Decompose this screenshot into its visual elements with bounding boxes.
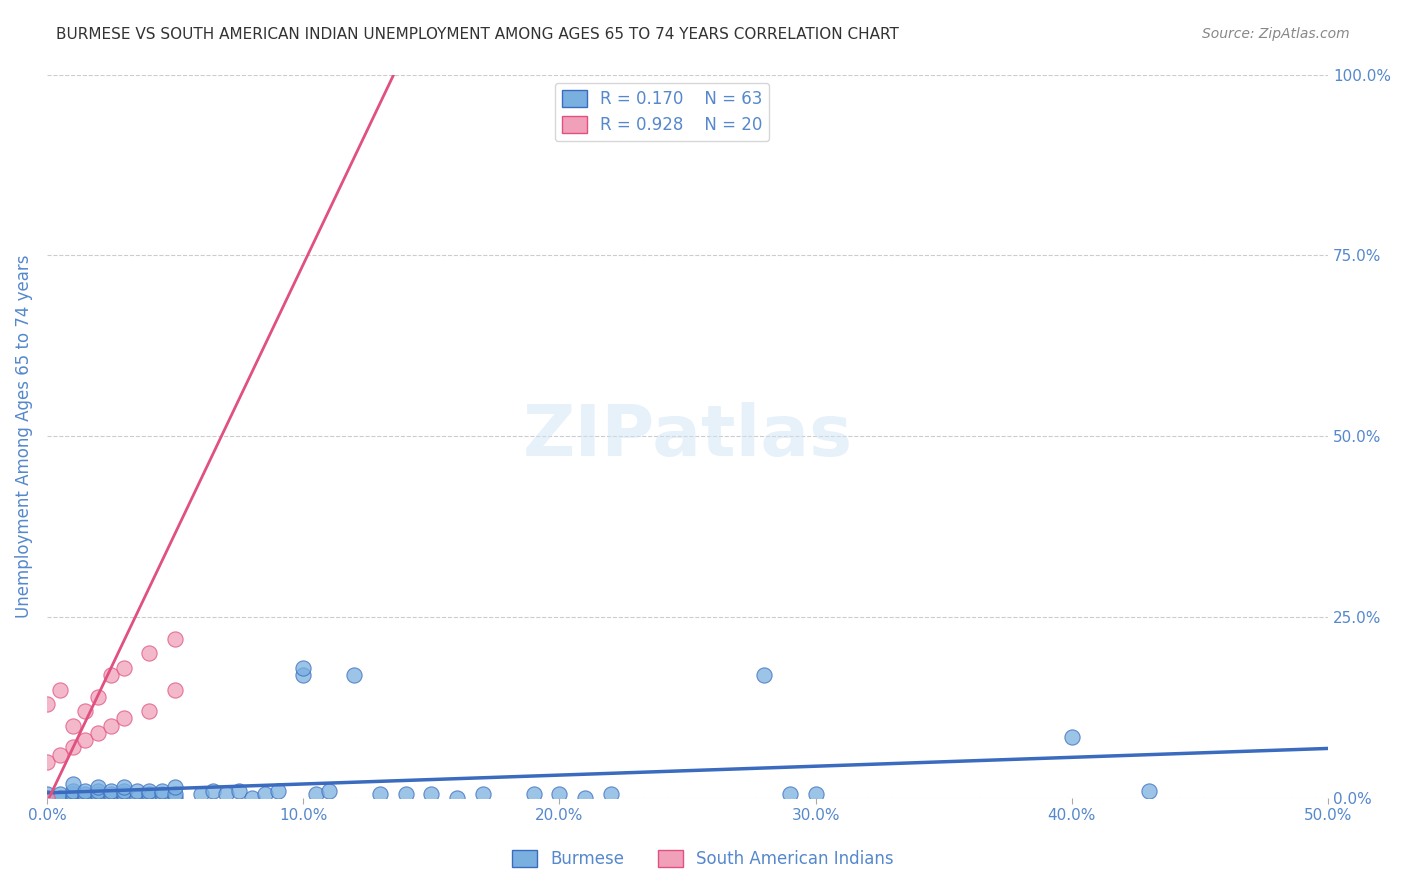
Legend: R = 0.170    N = 63, R = 0.928    N = 20: R = 0.170 N = 63, R = 0.928 N = 20: [555, 83, 769, 141]
Point: [163, 682, 186, 697]
Point: [368, 788, 391, 802]
Point: [112, 788, 135, 802]
Point: [62, 784, 84, 798]
Point: [138, 791, 160, 805]
Text: BURMESE VS SOUTH AMERICAN INDIAN UNEMPLOYMENT AMONG AGES 65 TO 74 YEARS CORRELAT: BURMESE VS SOUTH AMERICAN INDIAN UNEMPLO…: [56, 27, 898, 42]
Point: [112, 780, 135, 795]
Point: [779, 788, 801, 802]
Point: [87, 780, 110, 795]
Point: [35, 697, 58, 711]
Point: [138, 788, 160, 802]
Point: [35, 791, 58, 805]
Point: [48, 791, 70, 805]
Point: [48, 747, 70, 762]
Point: [35, 791, 58, 805]
Point: [215, 788, 238, 802]
Point: [292, 668, 315, 682]
Y-axis label: Unemployment Among Ages 65 to 74 years: Unemployment Among Ages 65 to 74 years: [15, 254, 32, 618]
Point: [150, 788, 173, 802]
Point: [228, 784, 250, 798]
Point: [112, 791, 135, 805]
Point: [266, 784, 288, 798]
Text: Source: ZipAtlas.com: Source: ZipAtlas.com: [1202, 27, 1350, 41]
Point: [163, 780, 186, 795]
Point: [62, 791, 84, 805]
Point: [754, 668, 776, 682]
Point: [1137, 784, 1160, 798]
Point: [240, 791, 263, 805]
Point: [202, 53, 225, 67]
Point: [75, 704, 97, 718]
Point: [163, 632, 186, 646]
Point: [523, 788, 546, 802]
Point: [471, 788, 494, 802]
Point: [75, 791, 97, 805]
Point: [100, 719, 122, 733]
Point: [190, 788, 212, 802]
Point: [35, 791, 58, 805]
Point: [75, 733, 97, 747]
Point: [446, 791, 468, 805]
Point: [87, 690, 110, 704]
Point: [87, 726, 110, 740]
Point: [125, 784, 148, 798]
Point: [305, 788, 328, 802]
Point: [48, 788, 70, 802]
Point: [100, 784, 122, 798]
Point: [163, 791, 186, 805]
Text: ZIPatlas: ZIPatlas: [523, 401, 852, 471]
Point: [138, 704, 160, 718]
Point: [318, 784, 340, 798]
Point: [35, 755, 58, 769]
Point: [548, 788, 571, 802]
Point: [35, 788, 58, 802]
Point: [804, 788, 827, 802]
Point: [48, 791, 70, 805]
Point: [100, 788, 122, 802]
Point: [112, 661, 135, 675]
Point: [62, 719, 84, 733]
Point: [125, 791, 148, 805]
Point: [48, 682, 70, 697]
Point: [395, 788, 418, 802]
Point: [253, 788, 276, 802]
Point: [112, 784, 135, 798]
Point: [87, 791, 110, 805]
Point: [202, 784, 225, 798]
Point: [1060, 730, 1083, 744]
Point: [163, 788, 186, 802]
Point: [87, 788, 110, 802]
Point: [62, 788, 84, 802]
Point: [138, 784, 160, 798]
Point: [75, 788, 97, 802]
Point: [599, 788, 621, 802]
Point: [62, 791, 84, 805]
Point: [343, 668, 366, 682]
Point: [292, 661, 315, 675]
Point: [150, 784, 173, 798]
Point: [138, 646, 160, 660]
Point: [75, 784, 97, 798]
Point: [75, 791, 97, 805]
Point: [574, 791, 596, 805]
Point: [420, 788, 443, 802]
Point: [100, 791, 122, 805]
Point: [62, 740, 84, 755]
Point: [100, 668, 122, 682]
Point: [87, 784, 110, 798]
Point: [35, 791, 58, 805]
Point: [62, 776, 84, 790]
Point: [112, 711, 135, 725]
Legend: Burmese, South American Indians: Burmese, South American Indians: [506, 843, 900, 875]
